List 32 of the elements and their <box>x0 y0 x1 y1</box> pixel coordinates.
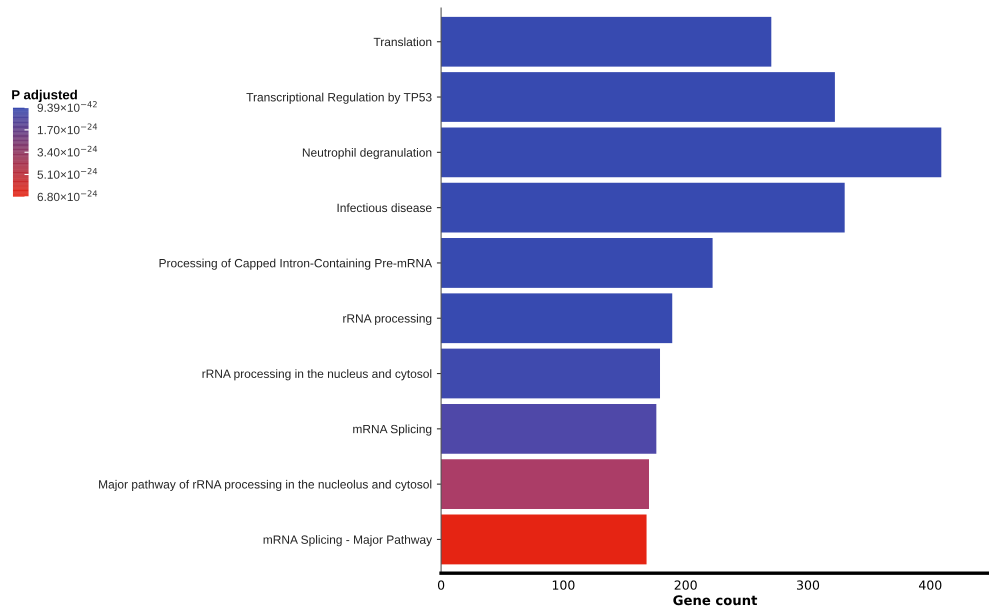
x-tick-label: 200 <box>674 580 697 590</box>
bar <box>441 72 835 122</box>
x-tick-label: 100 <box>552 580 574 590</box>
y-tick-label: Transcriptional Regulation by TP53 <box>246 92 432 104</box>
color-bar-title: P adjusted <box>12 90 77 102</box>
color-bar-label: 5.10×10$^{−24}$ <box>37 168 98 179</box>
y-tick-label: rRNA processing <box>343 314 432 326</box>
bar <box>441 348 660 398</box>
y-tick-label: mRNA Splicing - Major Pathway <box>264 535 432 546</box>
color-bar-label: 9.39×10$^{−42}$ <box>38 101 97 112</box>
bar <box>441 127 942 178</box>
x-axis-title: Gene count <box>673 595 758 606</box>
bar <box>441 238 713 288</box>
y-tick-label: mRNA Splicing <box>353 424 432 436</box>
bar <box>441 459 650 510</box>
y-tick-label: Processing of Capped Intron-Containing Pre-mRNA <box>160 258 432 270</box>
bar <box>441 404 656 454</box>
y-tick-label: Neutrophil degranulation <box>302 148 432 160</box>
color-bar-label: 3.40×10$^{−24}$ <box>37 146 98 157</box>
color-bar-label: 6.80×10$^{−24}$ <box>38 190 98 202</box>
y-tick-label: Major pathway of rRNA processing in the nucleolus and cytosol <box>99 480 432 491</box>
bar <box>441 293 672 344</box>
bar <box>441 514 647 564</box>
y-tick-label: Translation <box>374 37 432 46</box>
y-tick-label: rRNA processing in the nucleus and cytosol <box>202 369 432 380</box>
bar <box>441 182 845 233</box>
x-tick-label: 400 <box>918 580 942 590</box>
bar <box>441 16 772 67</box>
x-tick-label: 0 <box>438 580 444 590</box>
color-bar-label: 1.70×10$^{−24}$ <box>38 123 98 134</box>
x-tick-label: 300 <box>797 580 820 590</box>
y-tick-label: Infectious disease <box>338 203 432 212</box>
